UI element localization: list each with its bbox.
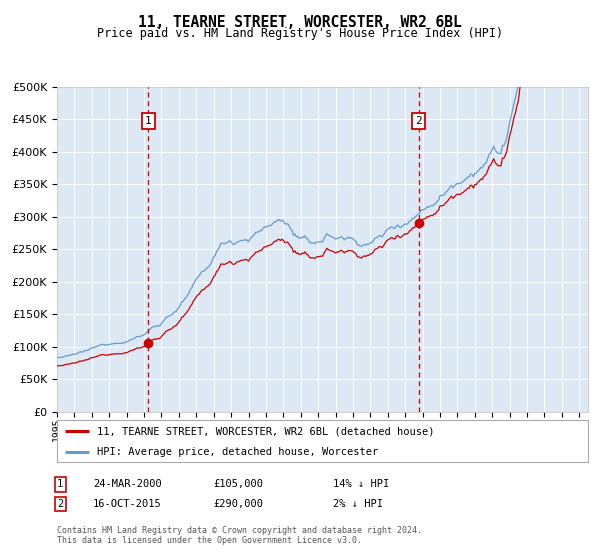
Text: 11, TEARNE STREET, WORCESTER, WR2 6BL (detached house): 11, TEARNE STREET, WORCESTER, WR2 6BL (d… <box>97 426 434 436</box>
Text: Contains HM Land Registry data © Crown copyright and database right 2024.: Contains HM Land Registry data © Crown c… <box>57 526 422 535</box>
Text: 24-MAR-2000: 24-MAR-2000 <box>93 479 162 489</box>
Text: This data is licensed under the Open Government Licence v3.0.: This data is licensed under the Open Gov… <box>57 536 362 545</box>
Text: HPI: Average price, detached house, Worcester: HPI: Average price, detached house, Worc… <box>97 447 378 458</box>
Text: 11, TEARNE STREET, WORCESTER, WR2 6BL: 11, TEARNE STREET, WORCESTER, WR2 6BL <box>138 15 462 30</box>
Text: £105,000: £105,000 <box>213 479 263 489</box>
Text: 2: 2 <box>416 116 422 126</box>
Text: 1: 1 <box>57 479 63 489</box>
Text: 2: 2 <box>57 499 63 509</box>
Text: Price paid vs. HM Land Registry's House Price Index (HPI): Price paid vs. HM Land Registry's House … <box>97 27 503 40</box>
Text: 14% ↓ HPI: 14% ↓ HPI <box>333 479 389 489</box>
Text: £290,000: £290,000 <box>213 499 263 509</box>
Text: 2% ↓ HPI: 2% ↓ HPI <box>333 499 383 509</box>
Text: 16-OCT-2015: 16-OCT-2015 <box>93 499 162 509</box>
Text: 1: 1 <box>145 116 151 126</box>
